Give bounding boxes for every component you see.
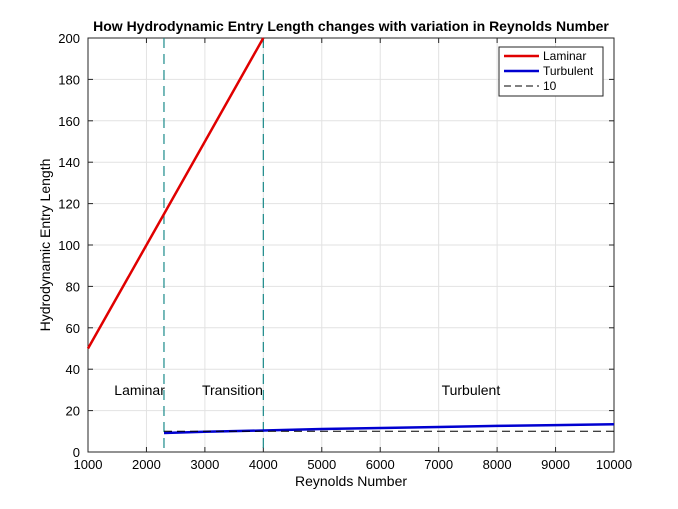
- annotation-layer: Laminar Transition Turbulent: [114, 382, 500, 398]
- x-axis-label: Reynolds Number: [295, 473, 407, 489]
- y-tick-label: 180: [58, 72, 80, 87]
- y-tick-label: 0: [73, 445, 80, 460]
- series-line-2: [163, 423, 615, 435]
- x-tick-label: 4000: [249, 457, 278, 472]
- y-tick-label: 80: [66, 279, 80, 294]
- x-tick-label: 6000: [366, 457, 395, 472]
- region-label: Transition: [202, 382, 263, 398]
- y-axis-label: Hydrodynamic Entry Length: [37, 159, 53, 332]
- x-tick-label: 1000: [74, 457, 103, 472]
- y-tick-label: 100: [58, 238, 80, 253]
- x-tick-label: 3000: [190, 457, 219, 472]
- legend-entry-1: Laminar: [543, 49, 586, 63]
- series-layer: [86, 37, 615, 452]
- x-tick-label: 8000: [483, 457, 512, 472]
- region-label: Turbulent: [442, 382, 501, 398]
- y-tick-label: 160: [58, 114, 80, 129]
- axes: 1000 2000 3000 4000 5000 6000 7000 8000 9000 1000…: [58, 31, 632, 472]
- legend-entry-3: 10: [543, 79, 557, 93]
- legend-entry-2: Turbulent: [543, 64, 594, 78]
- grid: [87, 37, 615, 453]
- chart-title: How Hydrodynamic Entry Length changes wi…: [93, 18, 609, 34]
- series-line-1: [86, 37, 265, 350]
- axes-frame: [87, 37, 615, 453]
- x-tick-label: 5000: [307, 457, 336, 472]
- y-tick-label: 60: [66, 321, 80, 336]
- region-label: Laminar: [114, 382, 165, 398]
- y-tick-label: 40: [66, 362, 80, 377]
- x-tick-label: 7000: [424, 457, 453, 472]
- y-tick-label: 120: [58, 197, 80, 212]
- y-tick-label: 20: [66, 404, 80, 419]
- y-tick-label: 140: [58, 155, 80, 170]
- x-tick-label: 2000: [132, 457, 161, 472]
- x-tick-label: 10000: [596, 457, 632, 472]
- y-tick-label: 200: [58, 31, 80, 46]
- x-tick-label: 9000: [541, 457, 570, 472]
